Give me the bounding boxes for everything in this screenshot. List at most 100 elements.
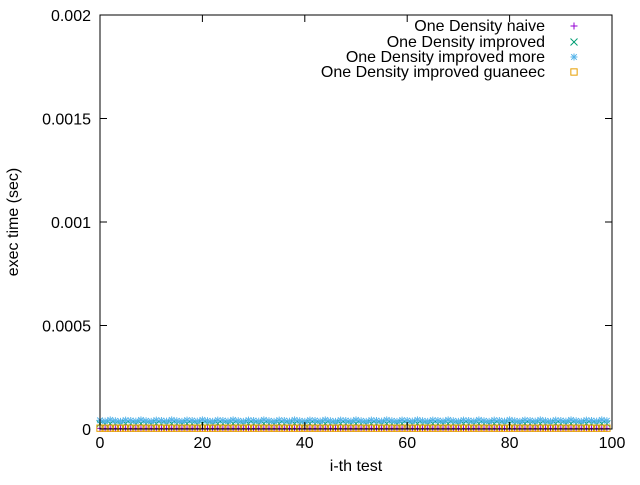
data-point xyxy=(203,424,212,432)
data-point xyxy=(546,424,555,432)
data-point xyxy=(372,424,381,432)
data-point xyxy=(531,424,539,432)
data-point xyxy=(255,424,263,432)
data-point xyxy=(485,417,493,425)
data-point xyxy=(567,424,575,432)
data-point xyxy=(470,417,478,425)
data-point xyxy=(183,424,191,432)
data-point xyxy=(101,417,109,425)
data-point xyxy=(132,417,140,425)
data-point xyxy=(122,416,130,424)
data-point xyxy=(239,417,247,425)
x-tick-label: 80 xyxy=(501,435,519,452)
data-point xyxy=(255,417,263,425)
data-point xyxy=(285,417,293,425)
data-point xyxy=(291,416,299,424)
data-point xyxy=(464,424,473,432)
data-point xyxy=(516,424,524,432)
data-point xyxy=(321,416,329,424)
data-point xyxy=(465,417,473,425)
data-point xyxy=(526,417,534,425)
data-point xyxy=(342,417,350,425)
data-point xyxy=(127,424,135,432)
data-point xyxy=(173,417,181,425)
data-point xyxy=(332,417,340,425)
data-point xyxy=(347,417,355,425)
data-point xyxy=(557,417,565,425)
data-point xyxy=(106,424,114,432)
data-point xyxy=(116,417,124,425)
data-point xyxy=(582,424,591,432)
data-point xyxy=(454,424,463,432)
series-3 xyxy=(96,416,611,425)
data-point xyxy=(362,424,370,432)
data-point xyxy=(495,424,504,432)
data-point xyxy=(249,424,258,432)
data-point xyxy=(280,424,288,432)
data-point xyxy=(357,417,365,425)
data-point xyxy=(413,416,421,424)
data-point xyxy=(480,417,488,425)
data-point xyxy=(193,424,201,432)
data-point xyxy=(157,424,166,432)
data-point xyxy=(224,424,232,432)
markers-layer xyxy=(96,416,611,432)
series-4 xyxy=(96,424,611,432)
legend-label: One Density naive xyxy=(414,18,545,35)
data-point xyxy=(541,424,550,432)
data-point xyxy=(342,424,350,432)
data-point xyxy=(383,424,391,432)
data-point xyxy=(480,424,488,432)
data-point xyxy=(321,424,329,432)
data-point xyxy=(557,424,565,432)
data-point xyxy=(572,424,580,432)
data-point xyxy=(208,424,217,432)
x-tick-label: 40 xyxy=(296,435,314,452)
y-tick-label: 0.0015 xyxy=(42,112,91,129)
data-point xyxy=(562,424,570,432)
data-point xyxy=(418,424,427,432)
data-point xyxy=(500,424,509,432)
data-point xyxy=(459,424,468,432)
data-point xyxy=(521,424,529,432)
data-point xyxy=(316,417,324,425)
data-point xyxy=(280,417,288,425)
data-point xyxy=(239,424,248,432)
data-point xyxy=(229,424,237,432)
data-point xyxy=(111,424,120,432)
data-point xyxy=(147,417,155,425)
x-tick-label: 0 xyxy=(96,435,105,452)
data-point xyxy=(552,416,560,424)
data-point xyxy=(500,417,508,425)
data-point xyxy=(270,417,278,425)
data-point xyxy=(495,417,503,425)
data-point xyxy=(511,424,519,432)
data-point xyxy=(142,417,150,425)
data-point xyxy=(347,424,355,432)
data-point xyxy=(552,424,560,432)
data-point xyxy=(234,417,242,425)
data-point xyxy=(147,424,155,432)
data-point xyxy=(434,417,442,425)
data-point xyxy=(470,424,478,432)
data-point xyxy=(296,417,304,425)
data-point xyxy=(260,424,268,432)
data-point xyxy=(311,417,319,425)
data-point xyxy=(562,417,570,425)
data-point xyxy=(204,417,212,425)
data-point xyxy=(419,417,427,425)
data-point xyxy=(567,416,575,424)
data-point xyxy=(152,424,160,432)
data-point xyxy=(250,417,258,425)
data-point xyxy=(121,424,130,432)
data-point xyxy=(388,424,396,432)
data-point xyxy=(183,416,191,424)
data-point xyxy=(357,424,365,432)
data-point xyxy=(439,417,447,425)
data-point xyxy=(547,417,555,425)
data-point xyxy=(485,424,493,432)
data-point xyxy=(162,424,171,432)
data-point xyxy=(224,417,232,425)
data-point xyxy=(439,424,447,432)
y-tick-label: 0 xyxy=(82,422,91,439)
